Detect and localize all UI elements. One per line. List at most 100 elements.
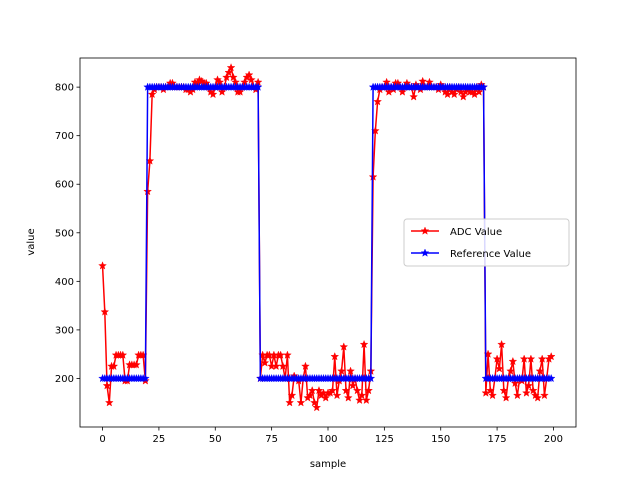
y-tick-label: 500	[55, 228, 74, 239]
data-point	[524, 381, 533, 390]
series-layer	[98, 63, 556, 412]
legend-entry: Reference Value	[411, 248, 531, 260]
data-point	[409, 92, 419, 101]
data-point	[208, 89, 218, 99]
data-point	[287, 390, 297, 400]
data-point	[278, 361, 288, 371]
data-point	[366, 373, 376, 383]
data-point	[506, 366, 515, 375]
legend-marker	[420, 226, 430, 235]
data-point	[449, 89, 459, 99]
data-point	[343, 393, 353, 402]
data-point	[244, 70, 254, 79]
x-axis-label: sample	[310, 459, 346, 470]
data-point	[132, 360, 141, 369]
data-point	[235, 87, 245, 96]
data-point	[501, 393, 511, 402]
data-point	[398, 87, 407, 96]
data-point	[348, 381, 358, 390]
legend: ADC Value Reference Value	[403, 218, 570, 267]
data-point	[102, 381, 112, 390]
data-point	[332, 390, 342, 400]
y-tick-label: 200	[55, 374, 74, 385]
y-tick-label: 600	[55, 180, 74, 191]
data-point	[283, 350, 292, 359]
data-point	[352, 386, 362, 395]
data-point	[546, 373, 556, 383]
data-point	[141, 373, 150, 383]
legend-entry: ADC Value	[411, 226, 502, 238]
data-point	[143, 186, 152, 196]
data-point	[357, 390, 367, 400]
data-point	[328, 386, 337, 395]
data-point	[337, 366, 346, 375]
data-point	[359, 339, 369, 349]
data-point	[224, 68, 234, 77]
data-point	[100, 307, 110, 316]
data-point	[364, 386, 373, 395]
data-point	[508, 356, 518, 366]
data-point	[492, 354, 502, 363]
data-point	[479, 82, 488, 91]
series-reference-value	[98, 82, 556, 383]
data-point	[341, 386, 351, 395]
x-tick-label: 100	[318, 434, 337, 445]
x-tick-label: 0	[99, 434, 105, 445]
data-point	[330, 352, 340, 361]
data-point	[526, 354, 536, 363]
data-point	[546, 352, 556, 361]
x-tick-label: 75	[265, 434, 278, 445]
y-axis: 200 300 400 500 600 700 800	[55, 83, 80, 385]
data-point	[339, 342, 349, 351]
data-point	[528, 386, 538, 395]
data-point	[513, 390, 522, 400]
data-point	[310, 398, 319, 407]
data-point	[535, 366, 545, 375]
data-point	[495, 364, 504, 373]
data-point	[228, 72, 238, 82]
data-point	[98, 261, 107, 270]
x-axis: 0 25 50 75 100 125 150 175 200	[99, 427, 563, 445]
data-point	[247, 75, 256, 84]
data-point	[497, 339, 506, 349]
data-point	[522, 388, 531, 397]
data-point	[301, 361, 310, 371]
data-point	[321, 393, 331, 402]
x-tick-label: 150	[431, 434, 450, 445]
y-tick-label: 700	[55, 131, 74, 142]
data-point	[346, 366, 355, 375]
y-axis-label: value	[26, 228, 37, 255]
data-point	[510, 378, 520, 387]
data-point	[312, 403, 322, 412]
x-tick-label: 125	[375, 434, 394, 445]
data-point	[533, 393, 543, 402]
y-tick-label: 400	[55, 277, 74, 288]
legend-marker	[420, 248, 430, 257]
data-point	[253, 82, 263, 91]
data-point	[488, 390, 497, 400]
data-point	[361, 395, 371, 404]
data-point	[458, 92, 468, 101]
legend-box	[403, 218, 570, 267]
legend-label: ADC Value	[450, 227, 502, 238]
data-point	[226, 63, 236, 72]
data-point	[285, 398, 295, 407]
data-point	[296, 398, 306, 407]
x-tick-label: 50	[209, 434, 222, 445]
data-point	[314, 386, 324, 395]
y-tick-label: 300	[55, 325, 74, 336]
y-tick-label: 800	[55, 83, 74, 94]
data-point	[373, 97, 382, 106]
x-tick-label: 175	[488, 434, 507, 445]
data-point	[104, 398, 114, 407]
data-point	[305, 390, 315, 400]
data-point	[217, 87, 227, 96]
data-point	[540, 390, 549, 400]
data-point	[109, 361, 119, 371]
data-point	[118, 350, 128, 359]
data-point	[147, 89, 157, 99]
data-point	[485, 386, 495, 395]
x-tick-label: 200	[544, 434, 563, 445]
data-point	[474, 87, 484, 96]
